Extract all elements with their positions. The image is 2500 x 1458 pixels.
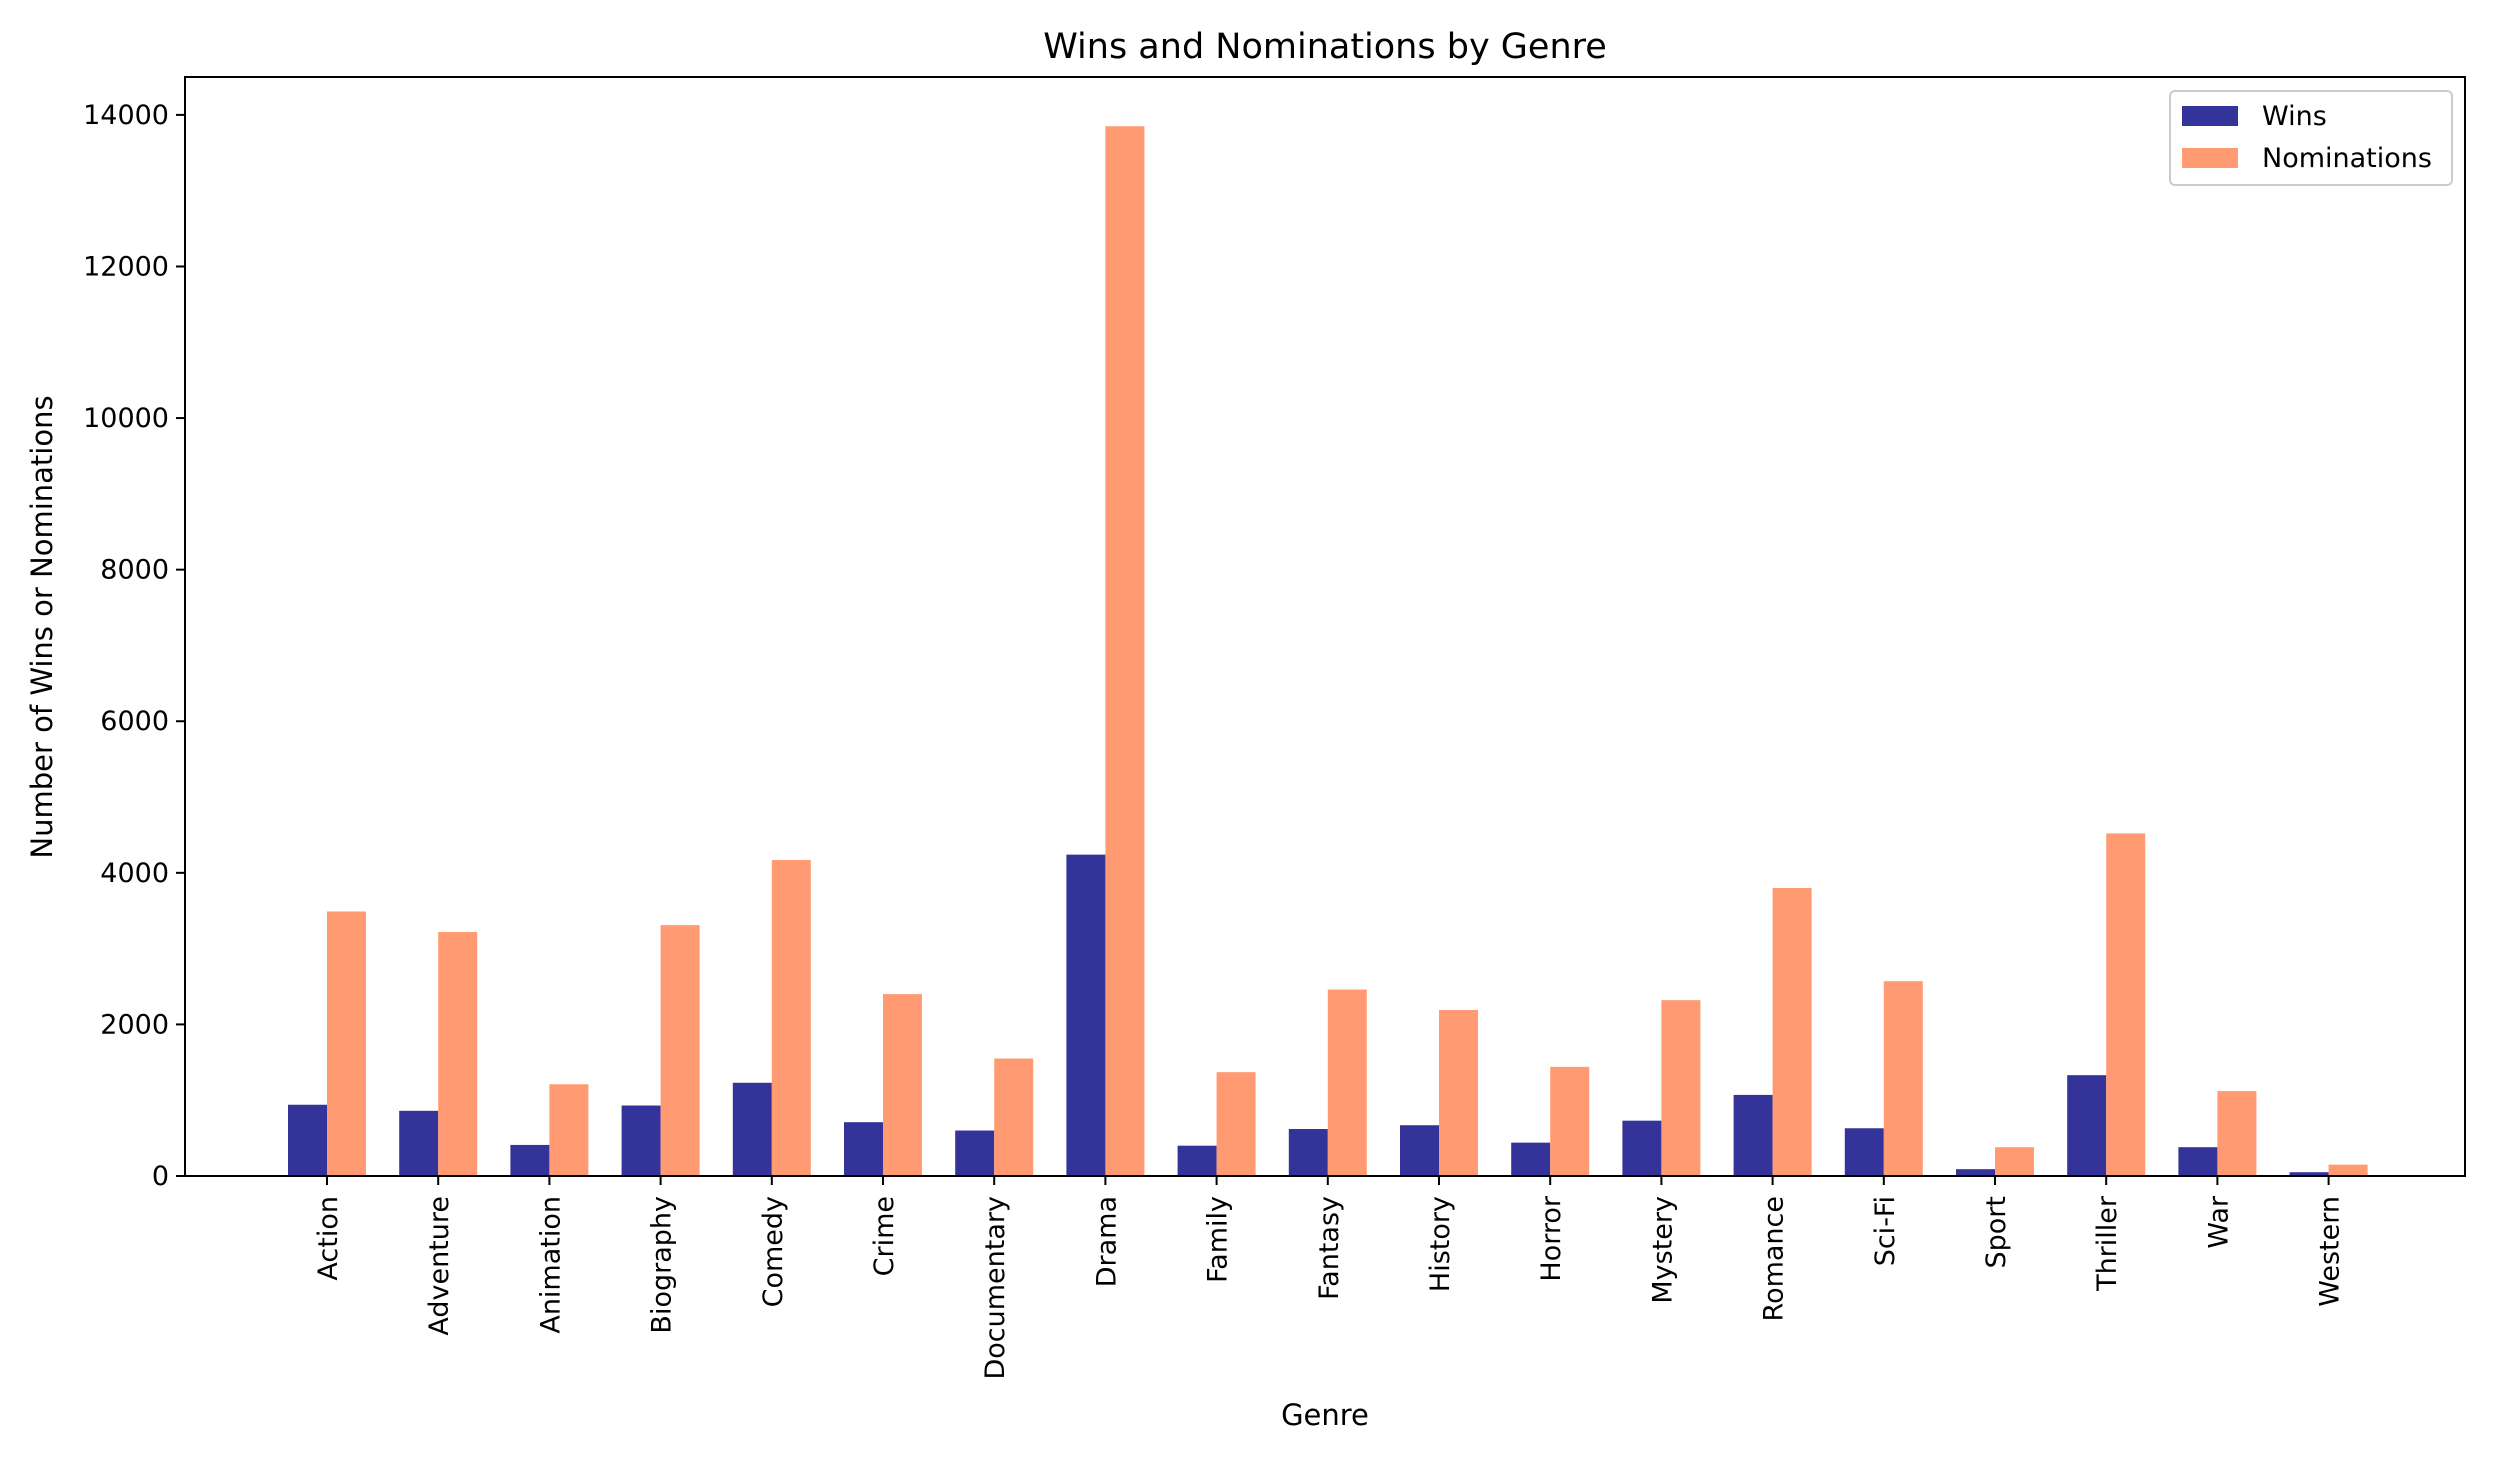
legend-swatch-nominations xyxy=(2182,148,2238,168)
y-tick-label: 4000 xyxy=(100,858,169,889)
x-axis: Action Adventure Animation Biography Comedy C… xyxy=(313,1176,2346,1380)
chart-title: Wins and Nominations by Genre xyxy=(1043,27,1607,67)
x-tick-label-adventure: Adventure xyxy=(424,1196,455,1336)
legend-label-wins: Wins xyxy=(2262,101,2327,132)
x-tick-label-thriller: Thriller xyxy=(2092,1195,2123,1292)
bar-nominations-crime xyxy=(883,994,922,1176)
bar-nominations-romance xyxy=(1772,887,1812,1176)
x-tick-label-crime: Crime xyxy=(869,1196,900,1276)
bar-nominations-horror xyxy=(1550,1066,1590,1176)
legend: Wins Nominations xyxy=(2169,90,2453,186)
bar-wins-drama xyxy=(1066,854,1106,1176)
bar-wins-action xyxy=(288,1104,327,1176)
bar-nominations-drama xyxy=(1105,126,1145,1177)
bar-wins-documentary xyxy=(955,1130,995,1176)
y-axis: 0 2000 4000 6000 8000 10000 12000 14000 xyxy=(83,100,185,1192)
x-axis-label: Genre xyxy=(1281,1398,1369,1432)
bar-wins-comedy xyxy=(732,1082,772,1176)
x-tick-label-comedy: Comedy xyxy=(758,1196,789,1307)
bar-nominations-war xyxy=(2217,1091,2257,1176)
x-tick-label-war: War xyxy=(2203,1195,2234,1249)
bar-wins-adventure xyxy=(399,1110,439,1176)
bar-wins-sci-fi xyxy=(1844,1128,1884,1176)
x-tick-label-horror: Horror xyxy=(1536,1195,1567,1281)
legend-box xyxy=(2169,90,2453,186)
bar-nominations-western xyxy=(2328,1164,2368,1176)
bar-wins-war xyxy=(2178,1147,2218,1176)
y-tick-label: 2000 xyxy=(100,1009,169,1040)
y-axis-label: Number of Wins or Nominations xyxy=(25,395,59,858)
x-tick-label-animation: Animation xyxy=(535,1196,566,1334)
bar-nominations-fantasy xyxy=(1327,989,1367,1176)
x-tick-label-sci-fi: Sci-Fi xyxy=(1870,1196,1901,1266)
x-tick-label-western: Western xyxy=(2315,1196,2346,1307)
bar-nominations-sci-fi xyxy=(1883,981,1923,1176)
bar-wins-sport xyxy=(1956,1169,1995,1176)
bar-wins-mystery xyxy=(1622,1120,1662,1176)
bar-nominations-family xyxy=(1216,1072,1256,1176)
bar-wins-family xyxy=(1177,1145,1217,1176)
y-tick-label: 14000 xyxy=(83,100,169,131)
x-tick-label-action: Action xyxy=(313,1196,344,1281)
bars-layer xyxy=(288,126,2368,1177)
x-tick-label-history: History xyxy=(1425,1196,1456,1292)
x-tick-label-sport: Sport xyxy=(1981,1196,2012,1268)
bar-nominations-biography xyxy=(660,925,700,1176)
y-tick-label: 6000 xyxy=(100,706,169,737)
bar-wins-history xyxy=(1400,1125,1439,1176)
bar-nominations-adventure xyxy=(438,931,478,1176)
x-tick-label-family: Family xyxy=(1203,1196,1234,1283)
x-tick-label-mystery: Mystery xyxy=(1647,1196,1678,1304)
bar-nominations-sport xyxy=(1995,1147,2034,1176)
bar-nominations-thriller xyxy=(2106,833,2146,1176)
bar-nominations-comedy xyxy=(771,859,811,1176)
y-tick-label: 8000 xyxy=(100,555,169,586)
legend-label-nominations: Nominations xyxy=(2262,143,2432,174)
x-tick-label-fantasy: Fantasy xyxy=(1314,1196,1345,1300)
x-tick-label-biography: Biography xyxy=(647,1196,678,1334)
x-tick-label-documentary: Documentary xyxy=(980,1196,1011,1380)
bar-nominations-action xyxy=(327,911,366,1176)
bar-nominations-history xyxy=(1439,1010,1478,1176)
bar-wins-biography xyxy=(621,1105,661,1176)
bar-wins-crime xyxy=(844,1122,883,1176)
x-tick-label-romance: Romance xyxy=(1759,1196,1790,1321)
bar-nominations-mystery xyxy=(1661,1000,1701,1176)
y-tick-label: 10000 xyxy=(83,403,169,434)
y-tick-label: 0 xyxy=(152,1161,169,1192)
y-tick-label: 12000 xyxy=(83,251,169,282)
bar-nominations-animation xyxy=(549,1084,589,1176)
bar-nominations-documentary xyxy=(994,1058,1034,1176)
bar-wins-fantasy xyxy=(1288,1129,1328,1176)
legend-swatch-wins xyxy=(2182,106,2238,126)
bar-wins-horror xyxy=(1511,1142,1551,1176)
bar-wins-romance xyxy=(1733,1094,1773,1176)
bar-wins-western xyxy=(2289,1172,2329,1176)
plot-frame xyxy=(184,76,2466,1177)
x-tick-label-drama: Drama xyxy=(1091,1196,1122,1287)
bar-wins-animation xyxy=(510,1144,550,1176)
bar-wins-thriller xyxy=(2067,1075,2107,1176)
